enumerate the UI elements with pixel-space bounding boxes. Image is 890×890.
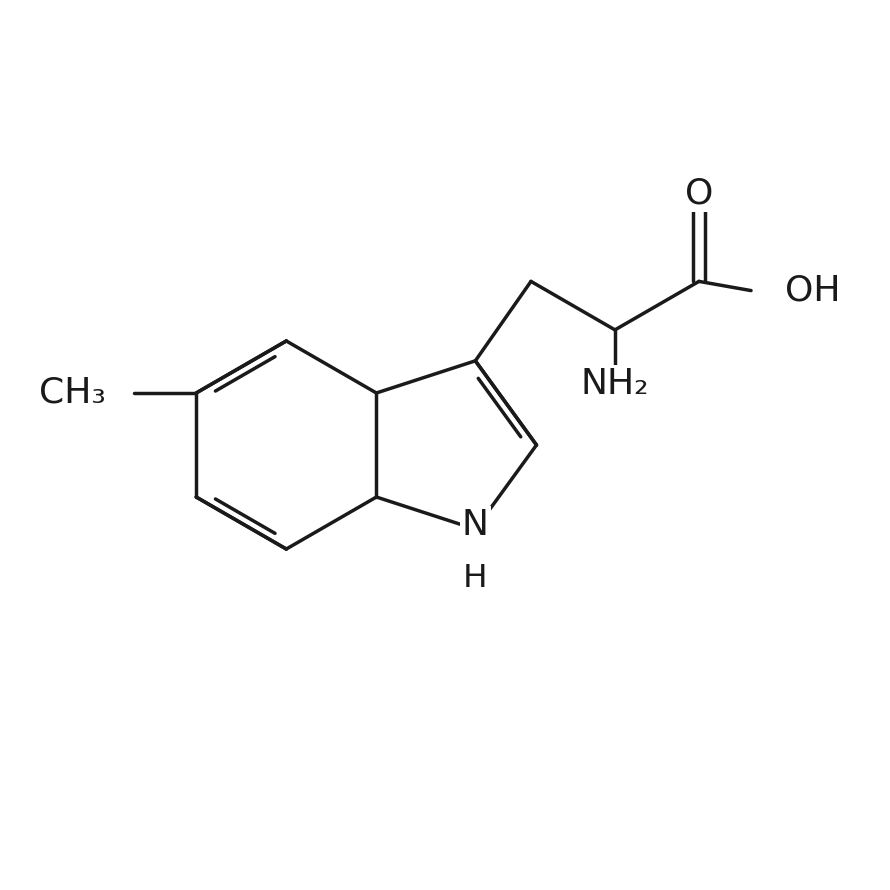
Text: H: H: [463, 562, 488, 594]
Text: O: O: [684, 176, 713, 210]
Text: NH₂: NH₂: [580, 367, 649, 401]
Text: CH₃: CH₃: [39, 376, 106, 410]
Text: OH: OH: [785, 273, 840, 308]
Text: N: N: [462, 508, 489, 542]
